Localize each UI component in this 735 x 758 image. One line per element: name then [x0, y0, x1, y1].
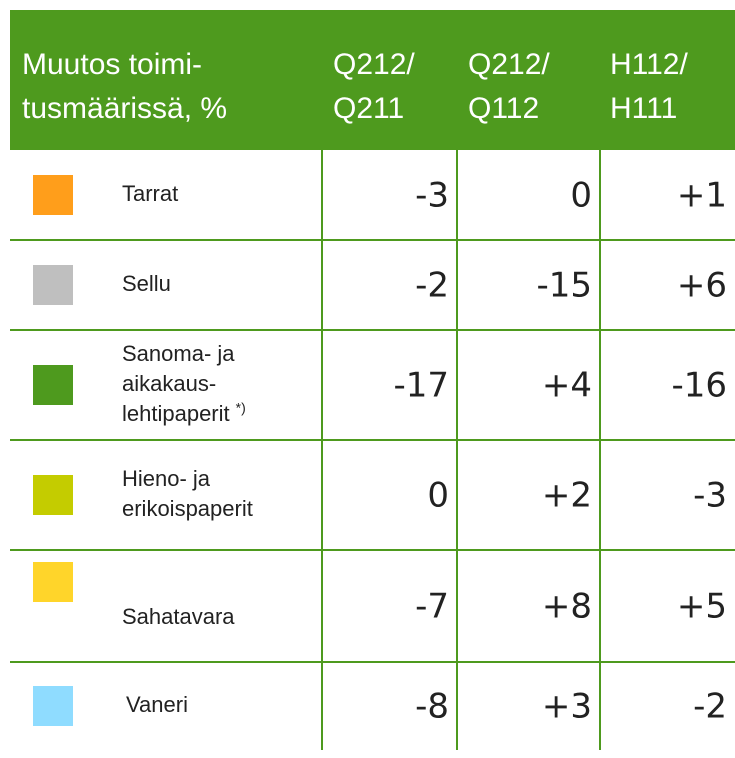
swatch: [33, 475, 73, 515]
header-text: H112/: [610, 48, 688, 81]
swatch: [33, 265, 73, 305]
header-text: tusmäärissä, %: [22, 92, 227, 125]
cell-value: -7: [415, 587, 449, 627]
header-text: H111: [610, 92, 677, 125]
cell-value: 0: [427, 476, 449, 516]
row-label: Vaneri: [126, 692, 188, 717]
header-text: Muutos toimi-: [22, 48, 202, 81]
row-label: aikakaus-: [122, 371, 216, 396]
cell-value: +4: [542, 366, 592, 406]
header-band: [10, 10, 735, 150]
cell-value: 0: [570, 176, 592, 216]
cell-value: +3: [542, 687, 592, 727]
cell-value: -2: [693, 687, 727, 727]
cell-value: +2: [542, 476, 592, 516]
cell-value: -15: [536, 266, 592, 306]
row-label: Tarrat: [122, 181, 178, 206]
header-text: Q212/: [468, 48, 550, 81]
row-label: Hieno- ja: [122, 466, 211, 491]
row-label: erikoispaperit: [122, 496, 253, 521]
cell-value: +5: [677, 587, 727, 627]
swatch: [33, 562, 73, 602]
header-text: Q112: [468, 92, 539, 125]
cell-value: +6: [677, 266, 727, 306]
row-label: Sellu: [122, 271, 171, 296]
row-label: lehtipaperit: [122, 401, 230, 426]
cell-value: -17: [393, 366, 449, 406]
row-label: Sanoma- ja: [122, 341, 235, 366]
cell-value: -8: [415, 687, 449, 727]
header-text: Q211: [333, 92, 404, 125]
swatch: [33, 175, 73, 215]
cell-value: -3: [415, 176, 449, 216]
row-label: Sahatavara: [122, 604, 235, 629]
cell-value: -16: [671, 366, 727, 406]
cell-value: -2: [415, 266, 449, 306]
cell-value: +1: [677, 176, 727, 216]
note: *): [236, 400, 246, 416]
cell-value: +8: [542, 587, 592, 627]
swatch: [33, 686, 73, 726]
cell-value: -3: [693, 476, 727, 516]
swatch: [33, 365, 73, 405]
header-text: Q212/: [333, 48, 415, 81]
